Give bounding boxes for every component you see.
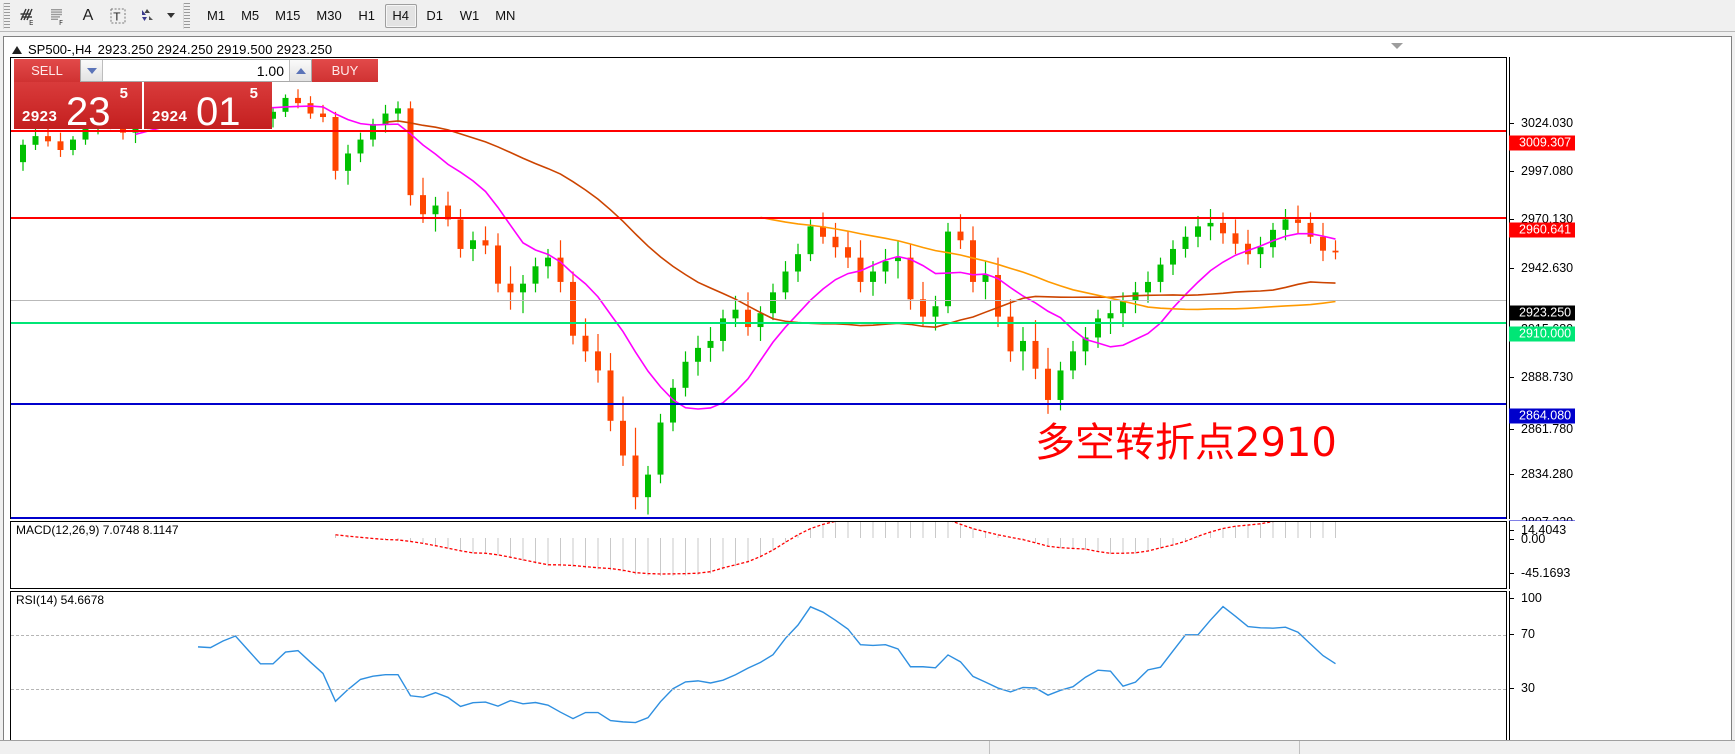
- chart-up-triangle-icon: [12, 45, 22, 54]
- price-tick-2960: 2960.641: [1509, 222, 1576, 238]
- buy-price-cell[interactable]: 2924 01 5: [142, 82, 272, 134]
- volume-decrease-button[interactable]: [81, 60, 103, 81]
- taskbar-segment-2[interactable]: [990, 741, 1300, 754]
- price-tick-2942: 2942.630: [1509, 261, 1573, 275]
- timeframe-m30[interactable]: M30: [316, 8, 342, 23]
- drawing-objects-dropdown-icon[interactable]: [163, 2, 177, 30]
- rsi-pane[interactable]: RSI(14) 54.6678: [10, 591, 1507, 746]
- volume-input[interactable]: [103, 60, 289, 81]
- rsi-axis[interactable]: 100 70 30: [1509, 591, 1729, 746]
- level-line-2864: [11, 403, 1506, 405]
- rsi-axis-line: [1509, 591, 1510, 746]
- text-object-icon[interactable]: T: [103, 2, 133, 30]
- price-tick-2864: 2864.080: [1509, 408, 1576, 424]
- level-line-3009: [11, 130, 1506, 132]
- sell-price-fraction: 5: [119, 85, 128, 102]
- toolbar-grip-2[interactable]: [183, 2, 190, 29]
- macd-axis[interactable]: 14.4043 0.00 -45.1693: [1509, 521, 1729, 589]
- text-label-icon[interactable]: A: [82, 6, 94, 24]
- macd-tick-zero: 0.00: [1509, 532, 1545, 546]
- caret-up-icon: [295, 67, 306, 74]
- buy-price-main: 01: [196, 90, 241, 134]
- buy-price-fraction: 5: [249, 85, 258, 102]
- rsi-tick-70: 70: [1509, 627, 1535, 641]
- macd-pane[interactable]: MACD(12,26,9) 7.0748 8.1147: [10, 521, 1507, 589]
- sell-price-main: 23: [66, 90, 111, 134]
- drawing-objects-icon[interactable]: [133, 2, 163, 30]
- timeframe-m15[interactable]: M15: [275, 8, 301, 23]
- symbol-header: SP500-,H4 2923.250 2924.250 2919.500 292…: [12, 42, 332, 57]
- symbol-period-label: SP500-,H4: [28, 42, 92, 57]
- chart-canvas-area[interactable]: SP500-,H4 2923.250 2924.250 2919.500 292…: [6, 39, 1729, 754]
- expert-advisors-icon[interactable]: E: [13, 2, 43, 30]
- svg-text:T: T: [113, 10, 121, 23]
- toolbar-grip-1[interactable]: [3, 2, 10, 29]
- window-restore-icon[interactable]: [1390, 41, 1404, 51]
- macd-axis-line: [1509, 521, 1510, 589]
- timeframe-mn[interactable]: MN: [495, 8, 516, 23]
- price-tick-2834: 2834.280: [1509, 467, 1573, 481]
- timeframe-m1[interactable]: M1: [207, 8, 226, 23]
- sell-price-prefix: 2923: [22, 108, 58, 125]
- macd-label: MACD(12,26,9) 7.0748 8.1147: [16, 523, 179, 537]
- rsi-tick-100: 100: [1509, 591, 1542, 605]
- price-tick-2923-current: 2923.250: [1509, 305, 1576, 321]
- toolbar-tools-group: E F A T: [13, 0, 177, 32]
- timeframe-d1[interactable]: D1: [426, 8, 444, 23]
- chart-annotation-text[interactable]: 多空转折点2910: [1035, 420, 1337, 466]
- one-click-trading-panel: SELL BUY 2923 23 5 2924: [14, 59, 378, 134]
- price-tick-2861: 2861.780: [1509, 422, 1573, 436]
- price-tick-2997: 2997.080: [1509, 164, 1573, 178]
- macd-tick-min: -45.1693: [1509, 566, 1570, 580]
- indicators-list-icon[interactable]: F: [43, 2, 73, 30]
- volume-increase-button[interactable]: [289, 60, 311, 81]
- price-pane[interactable]: 多空转折点2910: [10, 57, 1507, 519]
- sell-button[interactable]: SELL: [14, 59, 80, 82]
- svg-text:E: E: [29, 19, 33, 26]
- level-line-2923-current: [11, 300, 1506, 301]
- caret-down-icon: [86, 67, 97, 74]
- svg-text:F: F: [59, 19, 63, 26]
- taskbar-segment-1[interactable]: [0, 741, 990, 754]
- price-tick-2888: 2888.730: [1509, 370, 1573, 384]
- volume-stepper[interactable]: [80, 59, 312, 82]
- timeframe-w1[interactable]: W1: [459, 8, 480, 23]
- timeframe-h4[interactable]: H4: [384, 3, 417, 28]
- macd-plot: [335, 522, 1336, 576]
- timeframe-group: M1 M5 M15 M30 H1 H4 D1 W1 MN: [199, 0, 523, 32]
- price-tick-2910-pivot: 2910.000: [1509, 326, 1576, 342]
- level-line-2800: [11, 517, 1506, 519]
- price-tick-3009: 3009.307: [1509, 135, 1576, 151]
- trade-panel-top-row: SELL BUY: [14, 59, 378, 82]
- rsi-plot: [197, 605, 1336, 724]
- buy-price-prefix: 2924: [152, 108, 188, 125]
- chart-window: SP500-,H4 2923.250 2924.250 2919.500 292…: [3, 36, 1732, 754]
- rsi-level-30-line: [11, 689, 1506, 690]
- macd-tick-max: 14.4043: [1509, 523, 1566, 537]
- timeframe-m5[interactable]: M5: [241, 8, 260, 23]
- price-axis[interactable]: 3024.030 3009.307 2997.080 2970.130 2960…: [1509, 57, 1729, 536]
- main-toolbar: E F A T: [0, 0, 1735, 32]
- timeframe-h1[interactable]: H1: [358, 8, 376, 23]
- chevron-down-icon: [167, 13, 175, 18]
- sell-price-cell[interactable]: 2923 23 5: [14, 82, 142, 134]
- rsi-tick-30: 30: [1509, 681, 1535, 695]
- buy-button[interactable]: BUY: [312, 59, 378, 82]
- status-taskbar: [0, 740, 1735, 754]
- level-line-2910-pivot: [11, 322, 1506, 324]
- price-tick-3024: 3024.030: [1509, 116, 1573, 130]
- level-line-2960: [11, 217, 1506, 219]
- ohlc-values: 2923.250 2924.250 2919.500 2923.250: [97, 42, 333, 57]
- price-axis-line: [1509, 57, 1510, 519]
- taskbar-segment-3[interactable]: [1300, 741, 1560, 754]
- rsi-level-70-line: [11, 635, 1506, 636]
- rsi-label: RSI(14) 54.6678: [16, 593, 105, 607]
- trade-panel-price-row: 2923 23 5 2924 01 5: [14, 82, 272, 134]
